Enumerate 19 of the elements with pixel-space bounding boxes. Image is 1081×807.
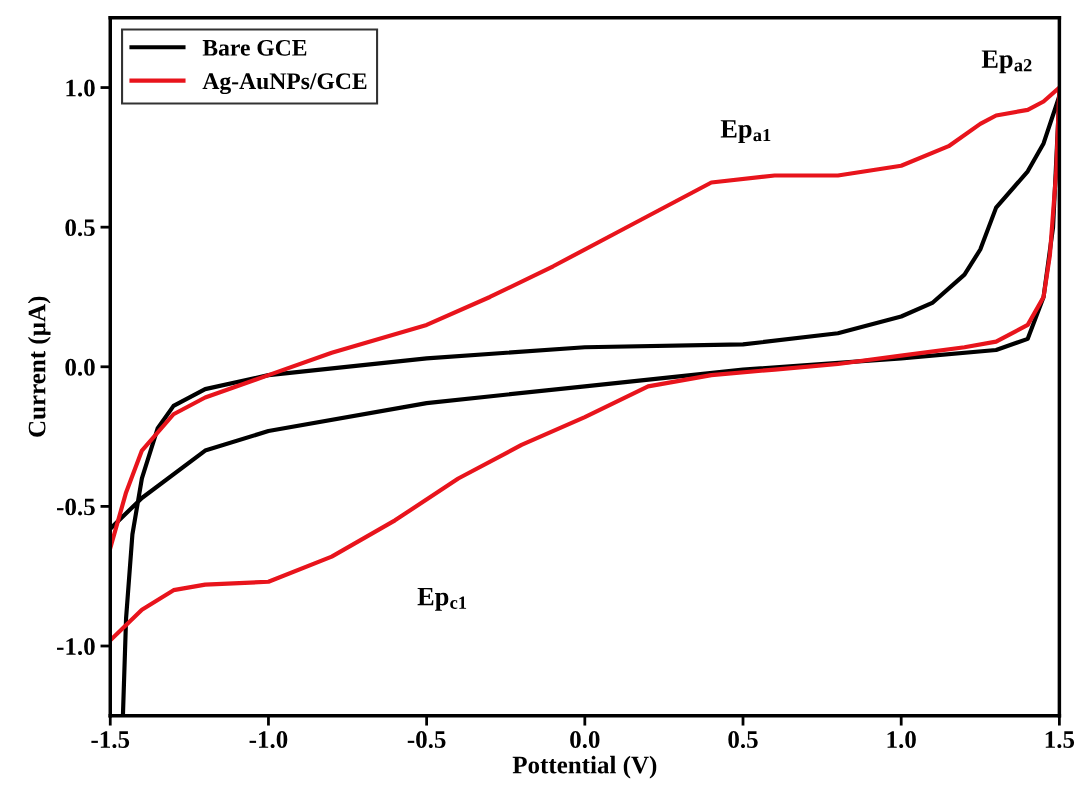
x-tick-label: -1.5 (91, 731, 130, 749)
y-tick-label: 0.5 (65, 219, 95, 237)
x-tick-label: -1.0 (249, 731, 288, 749)
y-tick-label: -1.0 (57, 638, 95, 656)
x-axis-title: Pottential (V) (512, 755, 657, 779)
y-tick-label: 0.0 (65, 358, 95, 376)
x-tick-label: 0.0 (570, 731, 600, 749)
legend-label: Ag-AuNPs/GCE (202, 73, 367, 95)
annotation: Ep$_{a1}$ (720, 120, 771, 144)
annotation: Ep$_{a2}$ (981, 50, 1032, 74)
x-tick-label: 1.5 (1045, 731, 1075, 749)
x-tick-label: 1.0 (887, 731, 916, 749)
x-tick-label: -0.5 (407, 731, 446, 749)
y-tick-label: -0.5 (57, 498, 95, 516)
legend-label: Bare GCE (202, 39, 307, 56)
y-tick-label: 1.0 (66, 79, 95, 97)
x-tick-label: 0.5 (728, 731, 758, 749)
y-axis-title: Current (µA) (27, 296, 51, 437)
annotation: Ep$_{c1}$ (417, 587, 467, 611)
